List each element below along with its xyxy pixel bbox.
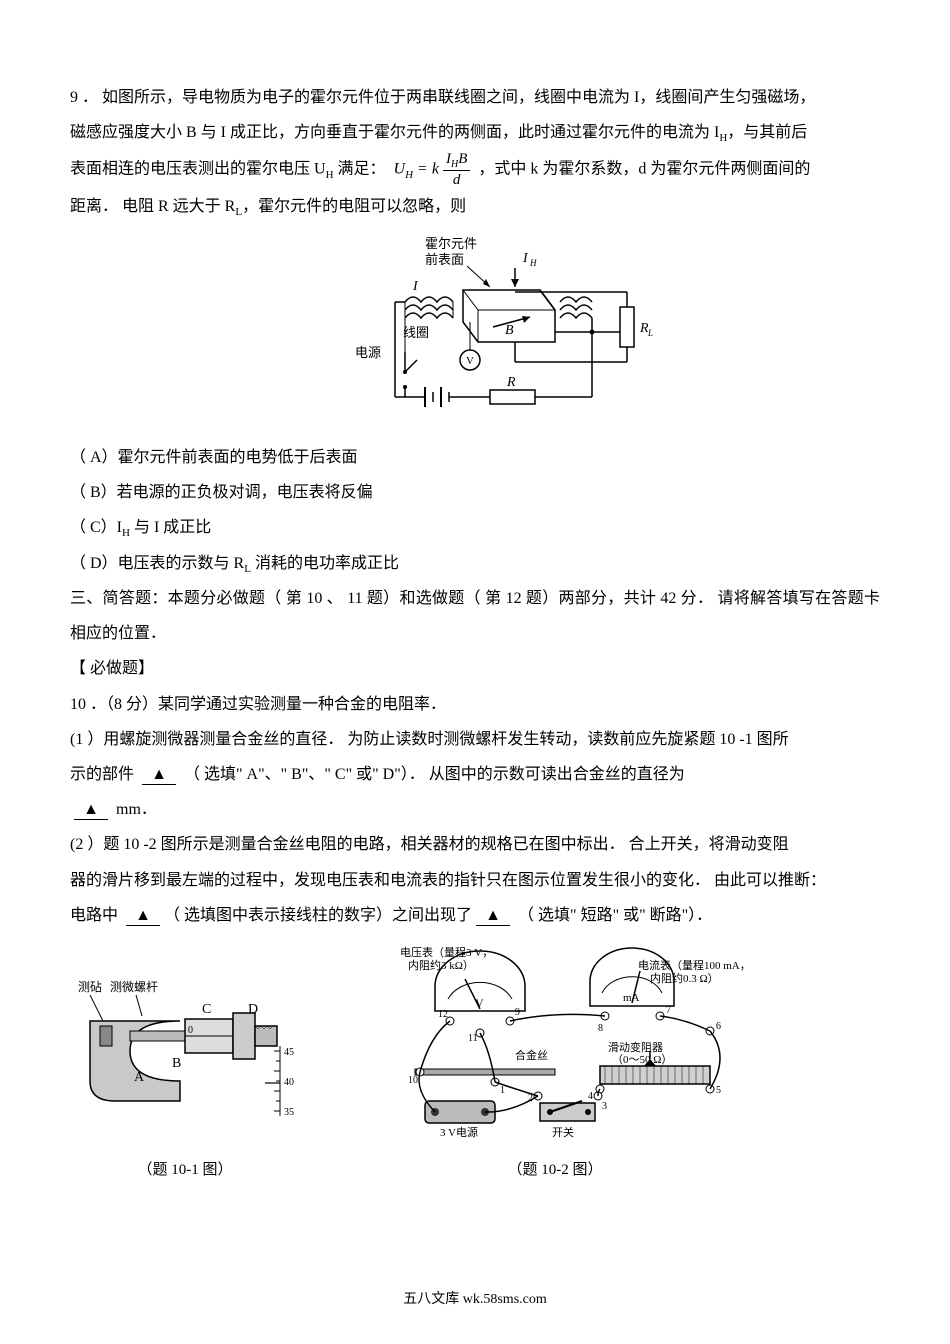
q9-figure: .lt { font-family: SimSun, serif; font-s… [70,232,880,432]
q9-circuit-svg: .lt { font-family: SimSun, serif; font-s… [295,232,655,432]
svg-text:9: 9 [515,1007,520,1018]
svg-text:滑动变阻器: 滑动变阻器 [608,1040,663,1054]
svg-text:7: 7 [666,1005,671,1016]
svg-text:A: A [134,1070,145,1085]
svg-text:开关: 开关 [552,1125,574,1139]
q9-optB: （ B）若电源的正负极对调，电压表将反偏 [70,475,880,510]
svg-text:测微螺杆: 测微螺杆 [110,980,158,994]
q10-p1-line3: ▲ mm． [70,792,880,827]
fig10-2-caption: （题 10-2 图） [340,1154,770,1187]
svg-text:线圈: 线圈 [403,325,429,340]
fig10-1-caption: （题 10-1 图） [70,1154,300,1187]
svg-text:40: 40 [284,1077,294,1088]
svg-text:4: 4 [588,1091,593,1102]
mandatory-label: 【 必做题】 [70,651,880,686]
svg-text:10: 10 [408,1075,418,1086]
svg-text:0: 0 [188,1025,193,1036]
svg-text:12: 12 [438,1009,448,1020]
svg-text:8: 8 [598,1023,603,1034]
svg-text:测砧: 测砧 [78,980,102,994]
svg-text:3 V电源: 3 V电源 [440,1125,478,1139]
q9-line3: 表面相连的电压表测出的霍尔电压 UH 满足： UH = k IHB d ，式中 … [70,151,880,189]
q10-p2-line3: 电路中 ▲（ 选填图中表示接线柱的数字）之间出现了▲ （ 选填" 短路" 或" … [70,898,880,933]
blank-3: ▲ [126,908,160,926]
svg-text:L: L [647,328,653,338]
fig-10-2: .l3{font-family:SimSun,serif;font-size:1… [340,941,770,1187]
svg-text:D: D [248,1002,258,1017]
svg-text:V: V [466,355,474,367]
q10-p2-line2: 器的滑片移到最左端的过程中，发现电压表和电流表的指针只在图示位置发生很小的变化．… [70,863,880,898]
svg-text:I: I [522,251,529,266]
hall-formula: UH = k IHB d [394,151,471,189]
svg-text:前表面: 前表面 [425,252,464,267]
svg-text:内阻约3 kΩ）: 内阻约3 kΩ） [408,958,474,972]
q9-optA: （ A）霍尔元件前表面的电势低于后表面 [70,440,880,475]
q9-optD: （ D）电压表的示数与 RL 消耗的电功率成正比 [70,546,880,581]
svg-text:I: I [412,279,419,294]
svg-text:B: B [172,1056,181,1071]
svg-text:（0～50 Ω）: （0～50 Ω） [612,1053,672,1066]
q9-line2: 磁感应强度大小 B 与 I 成正比，方向垂直于霍尔元件的两侧面，此时通过霍尔元件… [70,115,880,150]
section3-title: 三、简答题：本题分必做题（ 第 10 、 11 题）和选做题（ 第 12 题）两… [70,581,880,651]
blank-1: ▲ [142,767,176,785]
svg-text:合金丝: 合金丝 [515,1048,548,1062]
q10-p2-line1: (2 ）题 10 -2 图所示是测量合金丝电阻的电路，相关器材的规格已在图中标出… [70,827,880,862]
svg-text:电压表（量程3 V，: 电压表（量程3 V， [400,945,493,959]
svg-text:H: H [529,258,537,268]
svg-text:电源: 电源 [355,345,381,360]
svg-text:5: 5 [716,1085,721,1096]
svg-text:内阻约0.3 Ω）: 内阻约0.3 Ω） [650,971,719,985]
q10-p1-line1: (1 ）用螺旋测微器测量合金丝的直径． 为防止读数时测微螺杆发生转动，读数前应先… [70,722,880,757]
blank-4: ▲ [476,908,510,926]
svg-text:3: 3 [602,1101,607,1112]
q10-figures: .l2{font-family:SimSun,serif;font-size:1… [70,941,880,1187]
fig-10-1: .l2{font-family:SimSun,serif;font-size:1… [70,971,300,1187]
svg-text:C: C [202,1002,211,1017]
q10-p1-line2: 示的部件 ▲ （ 选填" A"、" B"、" C" 或" D"）． 从图中的示数… [70,757,880,792]
svg-text:1: 1 [500,1085,505,1096]
page-footer: 五八文库 wk.58sms.com [0,1285,950,1316]
q9-line4: 距离． 电阻 R 远大于 RL，霍尔元件的电阻可以忽略，则 [70,189,880,224]
blank-2: ▲ [74,802,108,820]
q9-line1: 9 ． 如图所示，导电物质为电子的霍尔元件位于两串联线圈之间，线圈中电流为 I，… [70,80,880,115]
svg-text:B: B [505,323,514,338]
svg-text:霍尔元件: 霍尔元件 [425,236,477,251]
svg-text:mA: mA [623,992,640,1004]
svg-text:电流表（量程100 mA，: 电流表（量程100 mA， [638,958,751,972]
svg-text:45: 45 [284,1047,294,1058]
svg-text:35: 35 [284,1107,294,1118]
svg-text:6: 6 [716,1021,721,1032]
svg-text:V: V [475,996,484,1010]
q9-optC: （ C）IH 与 I 成正比 [70,510,880,545]
svg-text:R: R [506,375,516,390]
svg-text:11: 11 [468,1033,478,1044]
q10-head: 10 ．（8 分）某同学通过实验测量一种合金的电阻率． [70,687,880,722]
